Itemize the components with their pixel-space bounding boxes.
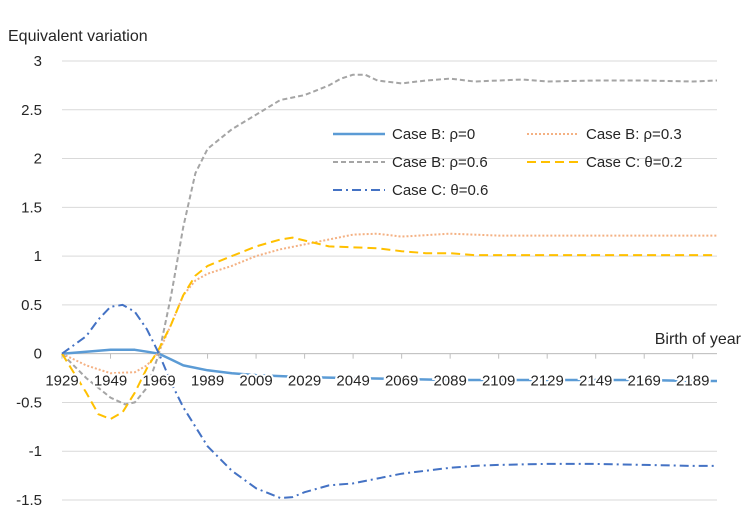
- legend-label: Case B: ρ=0.6: [392, 154, 488, 171]
- legend-label: Case C: θ=0.6: [392, 182, 488, 199]
- x-tick-label: 2149: [579, 373, 612, 390]
- legend-label: Case C: θ=0.2: [586, 154, 682, 171]
- x-tick-label: 2049: [336, 373, 369, 390]
- series-line-4: [61, 236, 717, 420]
- x-tick-label: 1969: [142, 373, 175, 390]
- y-tick-label: -1: [29, 443, 42, 460]
- x-tick-label: 2189: [676, 373, 709, 390]
- x-axis-title: Birth of year: [655, 331, 742, 348]
- legend-label: Case B: ρ=0: [392, 126, 475, 143]
- y-axis-title: Equivalent variation: [8, 28, 148, 45]
- x-tick-label: 2169: [628, 373, 661, 390]
- x-tick-label: 2029: [288, 373, 321, 390]
- legend-label: Case B: ρ=0.3: [586, 126, 682, 143]
- series-layer: [61, 73, 718, 499]
- y-tick-label: 3: [34, 53, 42, 70]
- series-line-2: [61, 232, 717, 375]
- y-tick-labels: -1.5 -1 -0.5 0 0.5 1 1.5 2 2.5 3: [16, 53, 42, 509]
- x-tick-label: 1929: [45, 373, 78, 390]
- legend: Case B: ρ=0 Case B: ρ=0.3 Case B: ρ=0.6 Cas…: [333, 126, 682, 199]
- y-tick-label: -1.5: [16, 492, 42, 509]
- x-tick-label: 1949: [94, 373, 127, 390]
- series-line-1: [61, 348, 717, 383]
- y-tick-label: 1.5: [21, 199, 42, 216]
- series-line-3: [61, 73, 718, 406]
- y-tick-label: 1: [34, 248, 42, 265]
- y-tick-label: 2.5: [21, 102, 42, 119]
- gridlines: [62, 60, 717, 501]
- y-tick-label: 2: [34, 151, 42, 168]
- y-tick-label: 0: [34, 346, 42, 363]
- x-tick-label: 1989: [191, 373, 224, 390]
- series-line-5: [61, 303, 717, 499]
- x-tick-label: 2009: [239, 373, 272, 390]
- y-tick-label: -0.5: [16, 394, 42, 411]
- y-tick-label: 0.5: [21, 297, 42, 314]
- x-tick-label: 2069: [385, 373, 418, 390]
- x-tick-label: 2089: [433, 373, 466, 390]
- x-tick-label: 2109: [482, 373, 515, 390]
- x-tick-labels: 1929 1949 1969 1989 2009 2029 2049 2069 2089 2109…: [43, 371, 711, 392]
- x-tick-label: 2129: [530, 373, 563, 390]
